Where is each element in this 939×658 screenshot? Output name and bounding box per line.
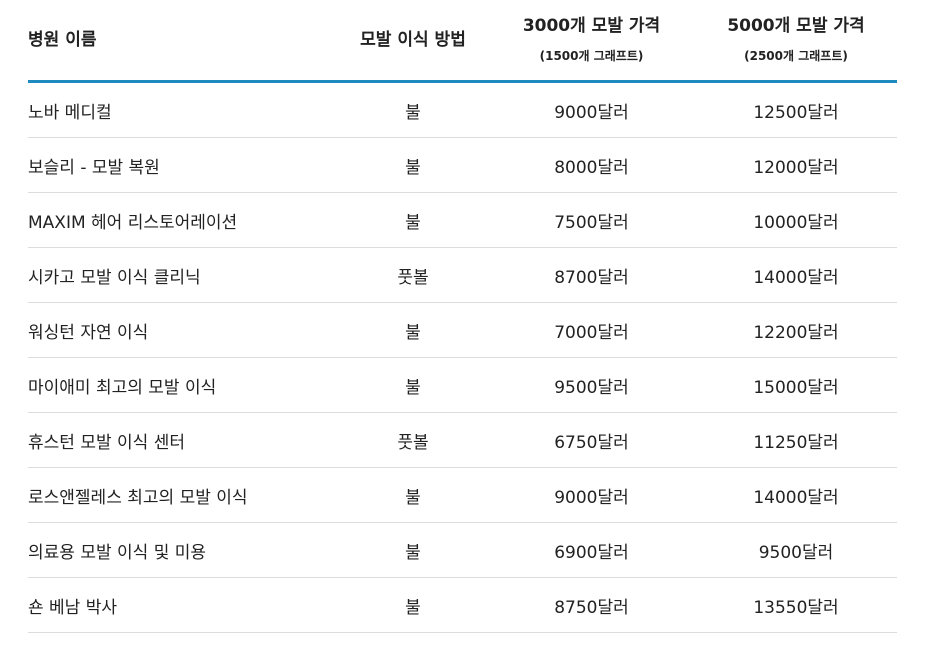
cell-price-3000: 6900달러 <box>488 522 695 578</box>
cell-method: 불 <box>338 192 488 248</box>
cell-method: 불 <box>338 137 488 193</box>
header-price-3000: 3000개 모발 가격 (1500개 그래프트) <box>488 0 695 83</box>
table-body: 노바 메디컬 불 9000달러 12500달러 보슬리 - 모발 복원 불 80… <box>28 81 897 633</box>
header-row: 병원 이름 모발 이식 방법 3000개 모발 가격 (1500개 그래프트) … <box>28 0 897 83</box>
table-row: 숀 베남 박사 불 8750달러 13550달러 <box>28 577 897 633</box>
header-method-label: 모발 이식 방법 <box>360 30 466 50</box>
cell-hospital: 보슬리 - 모발 복원 <box>28 137 338 193</box>
cell-price-5000: 12200달러 <box>695 302 897 358</box>
cell-hospital: 시카고 모발 이식 클리닉 <box>28 247 338 303</box>
table-row: 워싱턴 자연 이식 불 7000달러 12200달러 <box>28 302 897 358</box>
cell-price-3000: 9500달러 <box>488 357 695 413</box>
cell-price-3000: 8700달러 <box>488 247 695 303</box>
header-price-3000-label: 3000개 모발 가격 <box>522 16 661 36</box>
cell-price-5000: 15000달러 <box>695 357 897 413</box>
table-row: 보슬리 - 모발 복원 불 8000달러 12000달러 <box>28 137 897 193</box>
table-row: 시카고 모발 이식 클리닉 풋볼 8700달러 14000달러 <box>28 247 897 303</box>
cell-price-5000: 14000달러 <box>695 247 897 303</box>
cell-hospital: 노바 메디컬 <box>28 81 338 138</box>
cell-price-5000: 12000달러 <box>695 137 897 193</box>
table-row: 노바 메디컬 불 9000달러 12500달러 <box>28 81 897 138</box>
table-row: 휴스턴 모발 이식 센터 풋볼 6750달러 11250달러 <box>28 412 897 468</box>
table-row: MAXIM 헤어 리스토어레이션 불 7500달러 10000달러 <box>28 192 897 248</box>
cell-method: 불 <box>338 522 488 578</box>
header-price-5000-label: 5000개 모발 가격 <box>727 16 865 36</box>
cell-method: 불 <box>338 302 488 358</box>
cell-price-5000: 10000달러 <box>695 192 897 248</box>
cell-price-5000: 12500달러 <box>695 81 897 138</box>
cell-hospital: MAXIM 헤어 리스토어레이션 <box>28 192 338 248</box>
header-price-5000: 5000개 모발 가격 (2500개 그래프트) <box>695 0 897 83</box>
cell-method: 불 <box>338 577 488 633</box>
cell-price-3000: 6750달러 <box>488 412 695 468</box>
cell-price-3000: 9000달러 <box>488 81 695 138</box>
cell-price-3000: 8000달러 <box>488 137 695 193</box>
header-price-3000-sublabel: (1500개 그래프트) <box>539 49 644 63</box>
table-header: 병원 이름 모발 이식 방법 3000개 모발 가격 (1500개 그래프트) … <box>28 0 897 83</box>
header-price-5000-sublabel: (2500개 그래프트) <box>744 49 848 63</box>
cell-method: 풋볼 <box>338 412 488 468</box>
header-hospital-label: 병원 이름 <box>28 30 97 50</box>
cell-price-3000: 9000달러 <box>488 467 695 523</box>
cell-price-5000: 11250달러 <box>695 412 897 468</box>
cell-price-3000: 8750달러 <box>488 577 695 633</box>
cell-hospital: 숀 베남 박사 <box>28 577 338 633</box>
cell-method: 불 <box>338 81 488 138</box>
header-hospital-name: 병원 이름 <box>28 0 338 83</box>
cell-price-3000: 7000달러 <box>488 302 695 358</box>
cell-price-5000: 14000달러 <box>695 467 897 523</box>
cell-method: 불 <box>338 357 488 413</box>
cell-price-5000: 13550달러 <box>695 577 897 633</box>
price-table-container: 병원 이름 모발 이식 방법 3000개 모발 가격 (1500개 그래프트) … <box>28 0 897 633</box>
cell-method: 불 <box>338 467 488 523</box>
cell-hospital: 로스앤젤레스 최고의 모발 이식 <box>28 467 338 523</box>
header-transplant-method: 모발 이식 방법 <box>338 0 488 83</box>
cell-price-3000: 7500달러 <box>488 192 695 248</box>
table-row: 마이애미 최고의 모발 이식 불 9500달러 15000달러 <box>28 357 897 413</box>
table-row: 로스앤젤레스 최고의 모발 이식 불 9000달러 14000달러 <box>28 467 897 523</box>
table-row: 의료용 모발 이식 및 미용 불 6900달러 9500달러 <box>28 522 897 578</box>
cell-hospital: 휴스턴 모발 이식 센터 <box>28 412 338 468</box>
cell-hospital: 마이애미 최고의 모발 이식 <box>28 357 338 413</box>
cell-method: 풋볼 <box>338 247 488 303</box>
cell-price-5000: 9500달러 <box>695 522 897 578</box>
hair-transplant-price-table: 병원 이름 모발 이식 방법 3000개 모발 가격 (1500개 그래프트) … <box>28 0 897 633</box>
cell-hospital: 워싱턴 자연 이식 <box>28 302 338 358</box>
cell-hospital: 의료용 모발 이식 및 미용 <box>28 522 338 578</box>
